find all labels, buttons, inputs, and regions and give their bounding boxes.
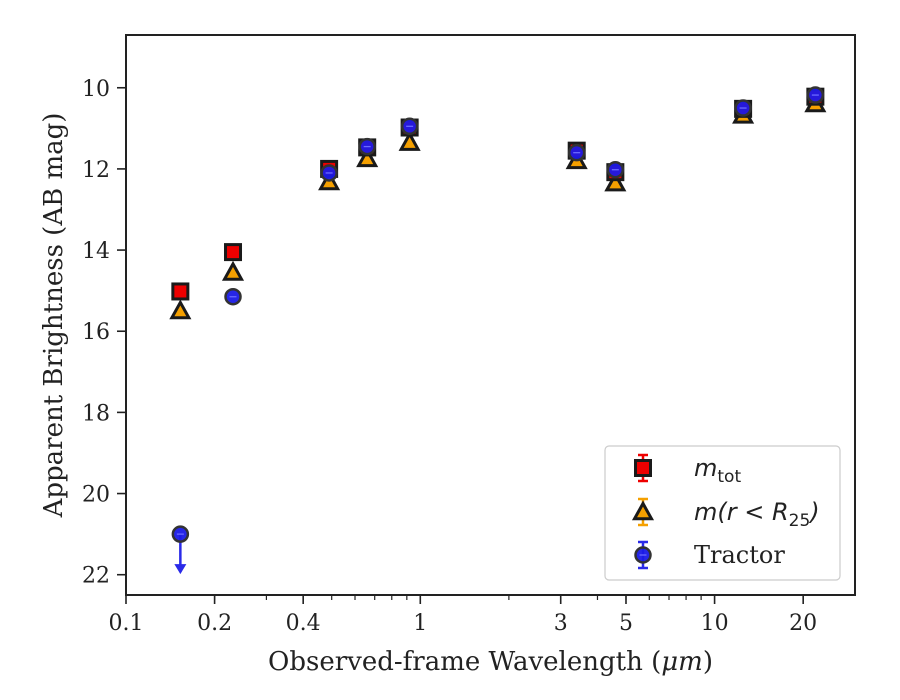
- data-point: [604, 171, 627, 192]
- legend-marker-triangle: [631, 497, 655, 527]
- legend-label-mr25-suffix: ): [808, 498, 819, 526]
- legend-label-mtot-symbol: m: [694, 454, 717, 482]
- series-mtot: [171, 87, 825, 301]
- marker: [400, 117, 419, 136]
- data-point: [567, 143, 586, 162]
- legend-symbol: [634, 546, 652, 564]
- data-point: [358, 137, 376, 156]
- triangle-marker: [604, 171, 627, 192]
- legend-label-mr25-symbol: m(r < R: [694, 498, 789, 526]
- marker: [358, 137, 376, 156]
- triangle-marker: [221, 260, 245, 281]
- marker: [171, 525, 190, 543]
- marker: [169, 299, 192, 320]
- y-tick-label: 14: [82, 239, 110, 264]
- triangle-marker: [169, 299, 192, 320]
- triangle-marker: [398, 130, 421, 151]
- legend-label-mr25-subscript: 25: [789, 511, 811, 531]
- data-point: [356, 147, 379, 168]
- marker: [320, 164, 338, 182]
- triangle-marker: [631, 500, 655, 521]
- x-tick-label: 0.4: [286, 611, 321, 636]
- marker: [171, 282, 190, 301]
- x-axis-title-prefix: Observed-frame Wavelength (: [268, 647, 661, 677]
- y-tick-label: 16: [82, 320, 110, 345]
- marker: [806, 86, 825, 104]
- marker: [398, 130, 421, 151]
- legend-label-mr25: m(r < R25): [694, 498, 820, 531]
- marker: [356, 147, 379, 168]
- marker: [567, 143, 586, 162]
- series-mr25: [169, 92, 827, 320]
- upper-limit-arrow-head: [174, 564, 187, 575]
- legend-marker-circle: [634, 540, 652, 570]
- marker: [606, 160, 625, 179]
- data-point: [171, 282, 190, 301]
- y-tick-label: 18: [82, 401, 110, 426]
- x-tick-label: 20: [789, 611, 817, 636]
- x-tick-label: 5: [619, 611, 633, 636]
- marker: [224, 287, 242, 306]
- x-ticks: 0.1 0.2 0.4 1 3 5 10 20: [109, 595, 817, 636]
- data-point: [224, 243, 243, 262]
- legend-box: [604, 445, 841, 581]
- legend-marker-square: [634, 453, 652, 483]
- marker: [221, 260, 245, 281]
- legend-label-tractor: Tractor: [694, 541, 785, 569]
- data-point: [398, 130, 421, 151]
- legend-item-mr25: m(r < R25): [631, 497, 820, 531]
- plot-frame: [125, 34, 856, 596]
- y-tick-label: 22: [82, 564, 110, 589]
- data-marks: [169, 86, 827, 575]
- data-point: [400, 117, 419, 136]
- data-point: [169, 299, 192, 320]
- x-tick-label: 1: [413, 611, 427, 636]
- data-point: [224, 287, 242, 306]
- y-axis-title: Apparent Brightness (AB mag): [39, 113, 69, 519]
- legend-item-mtot: mtot: [634, 453, 741, 487]
- data-point: [806, 86, 825, 104]
- data-point: [221, 260, 245, 281]
- data-point: [606, 160, 625, 179]
- legend-symbol: [634, 459, 652, 477]
- marker: [604, 171, 627, 192]
- x-tick-label: 0.2: [197, 611, 232, 636]
- y-tick-label: 20: [82, 483, 110, 508]
- legend: mtot m(r < R25) Tractor: [604, 445, 841, 581]
- data-point: [320, 164, 338, 182]
- data-point: [734, 99, 752, 117]
- data-point: [171, 525, 190, 575]
- legend-label-mtot-subscript: tot: [717, 467, 741, 487]
- series-tractor: [171, 86, 825, 575]
- legend-label-mtot: mtot: [694, 454, 741, 487]
- marker: [734, 99, 752, 117]
- y-tick-label: 10: [82, 77, 110, 102]
- triangle-marker: [356, 147, 379, 168]
- x-axis-title: Observed-frame Wavelength (μm): [268, 647, 713, 677]
- x-tick-label: 0.1: [109, 611, 144, 636]
- legend-item-tractor: Tractor: [634, 540, 785, 570]
- x-axis-title-unit: μm: [661, 647, 703, 677]
- legend-symbol: [631, 500, 655, 521]
- y-tick-label: 12: [82, 158, 110, 183]
- x-tick-label: 3: [554, 611, 568, 636]
- x-tick-label: 10: [701, 611, 729, 636]
- x-axis-title-suffix: ): [703, 647, 713, 677]
- y-ticks: 10 12 14 16 18 20 22: [82, 77, 126, 589]
- marker: [224, 243, 243, 262]
